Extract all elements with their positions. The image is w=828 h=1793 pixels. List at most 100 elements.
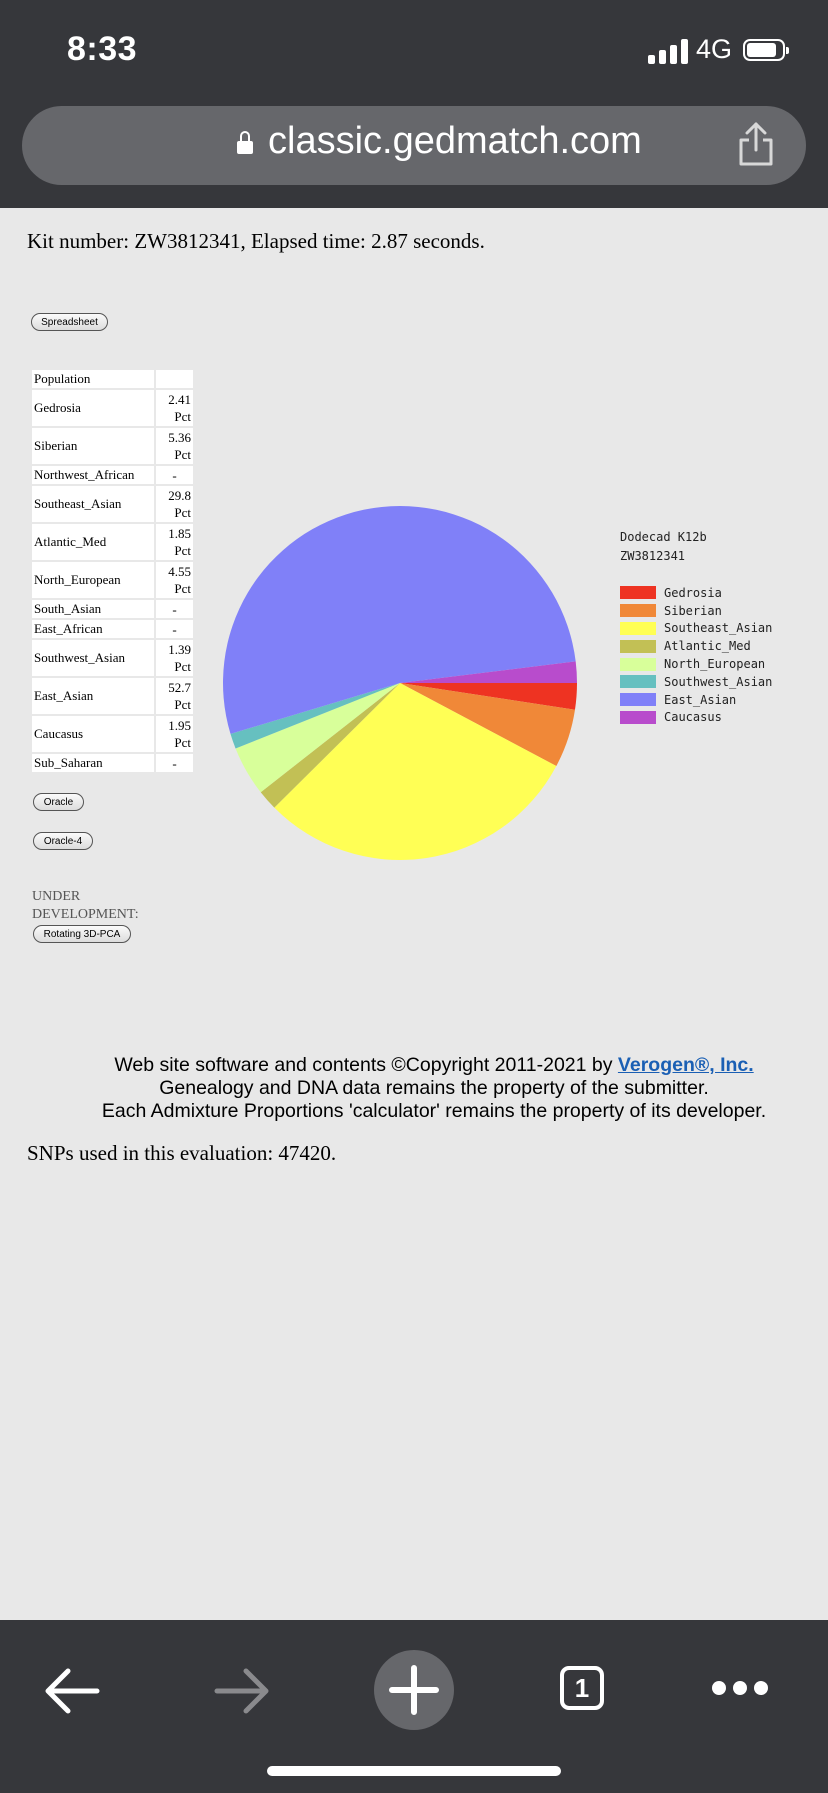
battery-icon: [743, 39, 789, 61]
table-header-row: Population: [32, 370, 193, 388]
kit-info-line: Kit number: ZW3812341, Elapsed time: 2.8…: [27, 229, 485, 253]
legend-swatch: [620, 586, 656, 600]
population-name: Gedrosia: [32, 390, 154, 426]
population-name: North_European: [32, 562, 154, 598]
population-value: 1.39 Pct: [156, 640, 193, 676]
population-name: Sub_Saharan: [32, 754, 154, 772]
table-header-value: [156, 370, 193, 388]
population-name: Southeast_Asian: [32, 486, 154, 522]
table-row: Sub_Saharan -: [32, 754, 193, 772]
table-row: East_Asian 52.7 Pct: [32, 678, 193, 714]
verogen-link[interactable]: Verogen®, Inc.: [617, 1054, 754, 1076]
population-value: -: [156, 620, 193, 638]
population-pct: -: [172, 467, 177, 483]
population-value: 1.95 Pct: [156, 716, 193, 752]
pie-slice-southwest-asian: [230, 683, 400, 749]
table-row: Southwest_Asian 1.39 Pct: [32, 640, 193, 676]
legend-swatch: [620, 604, 656, 618]
address-bar[interactable]: classic.gedmatch.com: [22, 106, 806, 185]
population-value: 1.85 Pct: [156, 524, 193, 560]
more-dots-icon[interactable]: [710, 1678, 770, 1698]
population-name: Atlantic_Med: [32, 524, 154, 560]
legend-label: Southwest_Asian: [664, 674, 773, 689]
population-table: Population Gedrosia 2.41 Pct Siberian 5.36 Pc…: [30, 368, 195, 774]
legend-item: Southwest_Asian: [620, 673, 772, 691]
population-unit: Pct: [174, 581, 191, 596]
legend-label: Atlantic_Med: [664, 639, 751, 654]
population-pct: 5.36: [168, 430, 191, 445]
population-name: East_Asian: [32, 678, 154, 714]
table-row: Siberian 5.36 Pct: [32, 428, 193, 464]
network-type: 4G: [696, 34, 733, 64]
legend-label: Gedrosia: [664, 585, 722, 600]
chart-legend: Gedrosia Siberian Southeast_Asian Atlantic_…: [620, 584, 772, 726]
population-value: 29.8 Pct: [156, 486, 193, 522]
population-unit: Pct: [174, 735, 191, 750]
browser-toolbar: 1: [0, 1620, 828, 1793]
population-pct: 1.85: [168, 526, 191, 541]
url-text[interactable]: classic.gedmatch.com: [268, 120, 642, 162]
chart-title: Dodecad K12b: [620, 530, 707, 544]
population-pct: -: [172, 621, 177, 637]
population-value: -: [156, 600, 193, 618]
population-value: 4.55 Pct: [156, 562, 193, 598]
oracle-4-button[interactable]: Oracle-4: [33, 832, 93, 850]
population-pct: -: [172, 755, 177, 771]
population-unit: Pct: [174, 659, 191, 674]
admixture-pie-chart: [222, 505, 577, 860]
legend-item: Atlantic_Med: [620, 637, 772, 655]
legend-item: Caucasus: [620, 709, 772, 727]
new-tab-plus-icon[interactable]: [374, 1650, 454, 1730]
population-pct: 1.95: [168, 718, 191, 733]
status-time: 8:33: [67, 30, 138, 68]
population-name: East_African: [32, 620, 154, 638]
pie-slice-siberian: [400, 683, 575, 767]
population-unit: Pct: [174, 409, 191, 424]
legend-label: East_Asian: [664, 692, 737, 707]
share-icon[interactable]: [736, 120, 776, 168]
legend-item: East_Asian: [620, 691, 772, 709]
table-row: Atlantic_Med 1.85 Pct: [32, 524, 193, 560]
pie-slice-gedrosia: [400, 683, 577, 710]
table-row: East_African -: [32, 620, 193, 638]
table-header-population: Population: [32, 370, 154, 388]
population-unit: Pct: [174, 447, 191, 462]
legend-swatch: [620, 657, 656, 671]
pie-slice-east-asian: [222, 505, 576, 734]
footer-calculator-notice: Each Admixture Proportions 'calculator' …: [101, 1100, 767, 1122]
page-footer: Web site software and contents ©Copyrigh…: [0, 1054, 828, 1123]
pie-slice-southeast-asian: [274, 683, 557, 860]
population-name: Caucasus: [32, 716, 154, 752]
tab-count: 1: [574, 1672, 590, 1703]
snps-used-line: SNPs used in this evaluation: 47420.: [27, 1141, 337, 1165]
population-value: 52.7 Pct: [156, 678, 193, 714]
chart-legend-title: Dodecad K12b ZW3812341: [620, 528, 707, 566]
tabs-icon[interactable]: 1: [560, 1666, 604, 1710]
rotating-3d-pca-button[interactable]: Rotating 3D-PCA: [33, 925, 131, 943]
legend-label: Caucasus: [664, 710, 722, 725]
legend-label: Southeast_Asian: [664, 621, 773, 636]
table-row: South_Asian -: [32, 600, 193, 618]
population-pct: 29.8: [168, 488, 191, 503]
table-row: Southeast_Asian 29.8 Pct: [32, 486, 193, 522]
population-name: South_Asian: [32, 600, 154, 618]
home-indicator: [267, 1766, 561, 1776]
oracle-button[interactable]: Oracle: [33, 793, 84, 811]
table-row: Gedrosia 2.41 Pct: [32, 390, 193, 426]
legend-item: Southeast_Asian: [620, 620, 772, 638]
lock-icon: [237, 131, 253, 155]
legend-label: North_European: [664, 657, 766, 672]
table-row: North_European 4.55 Pct: [32, 562, 193, 598]
spreadsheet-button[interactable]: Spreadsheet: [31, 313, 108, 331]
forward-arrow-icon[interactable]: [212, 1666, 272, 1716]
population-unit: Pct: [174, 697, 191, 712]
pie-slice-north-european: [235, 683, 400, 793]
population-name: Siberian: [32, 428, 154, 464]
back-arrow-icon[interactable]: [42, 1666, 102, 1716]
population-pct: 52.7: [168, 680, 191, 695]
pie-slice-atlantic-med: [260, 683, 400, 808]
chart-subtitle: ZW3812341: [620, 549, 686, 563]
population-name: Northwest_African: [32, 466, 154, 484]
population-value: 5.36 Pct: [156, 428, 193, 464]
browser-top-bar: 8:33 4G classic.gedmatch.com: [0, 0, 828, 208]
